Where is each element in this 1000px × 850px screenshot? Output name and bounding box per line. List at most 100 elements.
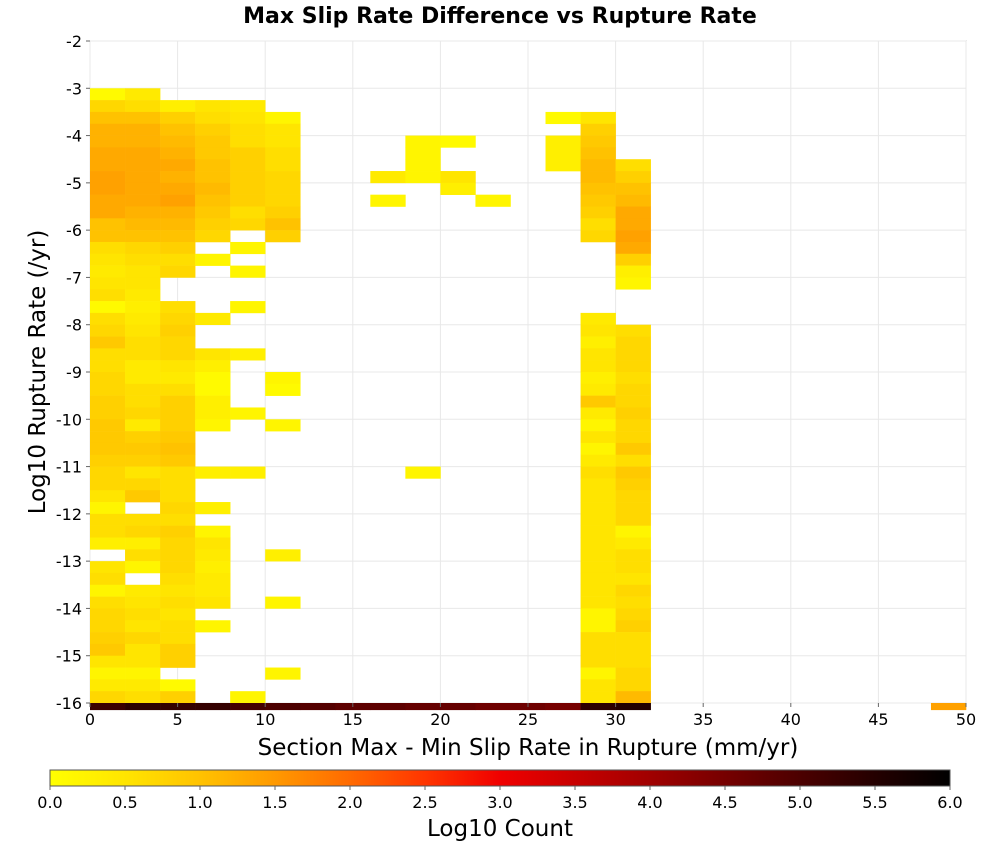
heatmap-cell — [580, 336, 616, 349]
x-tick-label: 25 — [518, 710, 538, 729]
y-axis-label: Log10 Rupture Rate (/yr) — [25, 230, 51, 515]
y-tick-label: -15 — [56, 647, 82, 666]
heatmap-cell — [265, 383, 301, 396]
heatmap-cell — [615, 348, 651, 361]
heatmap-cell — [230, 100, 266, 113]
heatmap-cell — [615, 253, 651, 266]
heatmap-cell — [615, 383, 651, 396]
heatmap-cell — [90, 679, 126, 692]
heatmap-cell — [125, 632, 161, 645]
heatmap-cell — [160, 596, 196, 609]
heatmap-cell — [160, 372, 196, 385]
heatmap-cell — [160, 312, 196, 326]
heatmap-cell — [90, 265, 126, 278]
heatmap-cell — [370, 703, 406, 711]
heatmap-cell — [160, 324, 196, 337]
heatmap-cell — [125, 643, 161, 657]
heatmap-cell — [160, 360, 196, 373]
heatmap-cell — [160, 206, 196, 219]
heatmap-cell — [615, 478, 651, 491]
heatmap-cell — [440, 171, 476, 184]
heatmap-cell — [195, 372, 231, 385]
heatmap-cell — [160, 549, 196, 562]
colorbar-tick-label: 0.5 — [112, 793, 137, 812]
heatmap-cell — [195, 596, 231, 609]
heatmap-cell — [230, 691, 266, 704]
heatmap-cell — [90, 206, 126, 219]
y-tick-label: -12 — [56, 505, 82, 524]
heatmap-cell — [125, 194, 161, 207]
heatmap-cell — [160, 218, 196, 231]
heatmap-cell — [160, 513, 196, 526]
heatmap-cell — [615, 182, 651, 195]
colorbar-tick-label: 4.0 — [637, 793, 662, 812]
heatmap-cell — [615, 513, 651, 526]
heatmap-cell — [90, 608, 126, 621]
heatmap-cell — [160, 241, 196, 255]
heatmap-cell — [160, 419, 196, 432]
heatmap-cell — [125, 395, 161, 408]
heatmap-cell — [195, 466, 231, 479]
heatmap-cell — [580, 159, 616, 172]
heatmap-cell — [615, 632, 651, 645]
heatmap-cell — [90, 289, 126, 302]
heatmap-cell — [125, 88, 161, 101]
heatmap-cell — [440, 182, 476, 195]
heatmap-cell — [615, 584, 651, 597]
heatmap-cell — [580, 360, 616, 373]
heatmap-cell — [615, 324, 651, 337]
heatmap-cell — [125, 655, 161, 668]
heatmap-cell — [580, 679, 616, 692]
heatmap-cell — [125, 454, 161, 467]
heatmap-cell — [580, 454, 616, 467]
heatmap-cell — [580, 667, 616, 680]
heatmap-cell — [90, 490, 126, 503]
heatmap-cell — [615, 490, 651, 503]
heatmap-cell — [615, 620, 651, 633]
heatmap-cell — [230, 206, 266, 219]
heatmap-cell — [160, 655, 196, 668]
heatmap-cell — [580, 407, 616, 420]
heatmap-cell — [125, 561, 161, 574]
heatmap-cell — [90, 632, 126, 645]
heatmap-cell — [230, 265, 266, 278]
heatmap-cell — [195, 395, 231, 408]
heatmap-cell — [160, 265, 196, 278]
heatmap-cell — [160, 230, 196, 243]
heatmap-cell — [125, 265, 161, 278]
heatmap-cell — [195, 123, 231, 136]
heatmap-cell — [615, 679, 651, 692]
heatmap-cell — [580, 312, 616, 326]
heatmap-cell — [160, 348, 196, 361]
heatmap-cell — [580, 502, 616, 515]
heatmap-cell — [160, 502, 196, 515]
heatmap-cell — [580, 194, 616, 207]
colorbar-label: Log10 Count — [427, 816, 573, 842]
heatmap-cell — [265, 230, 301, 243]
heatmap-cell — [195, 348, 231, 361]
heatmap-cell — [125, 147, 161, 160]
heatmap-cell — [265, 159, 301, 172]
heatmap-cell — [580, 490, 616, 503]
heatmap-cell — [160, 525, 196, 538]
heatmap-cell — [160, 383, 196, 396]
heatmap-cell — [90, 182, 126, 195]
heatmap-cell — [125, 703, 161, 711]
colorbar-tick-label: 1.0 — [187, 793, 212, 812]
heatmap-cell — [125, 620, 161, 633]
heatmap-cell — [90, 301, 126, 314]
heatmap-cell — [615, 703, 651, 711]
heatmap-cell — [125, 336, 161, 349]
heatmap-cell — [580, 395, 616, 408]
heatmap-cell — [90, 336, 126, 349]
heatmap-cell — [370, 171, 406, 184]
heatmap-cell — [90, 466, 126, 479]
y-tick-label: -3 — [66, 79, 82, 98]
heatmap-cell — [405, 171, 441, 184]
y-tick-label: -6 — [66, 221, 82, 240]
heatmap-cell — [160, 466, 196, 479]
heatmap-cell — [265, 667, 301, 680]
heatmap-cell — [440, 703, 476, 711]
y-tick-label: -11 — [56, 458, 82, 477]
heatmap-cell — [195, 135, 231, 148]
